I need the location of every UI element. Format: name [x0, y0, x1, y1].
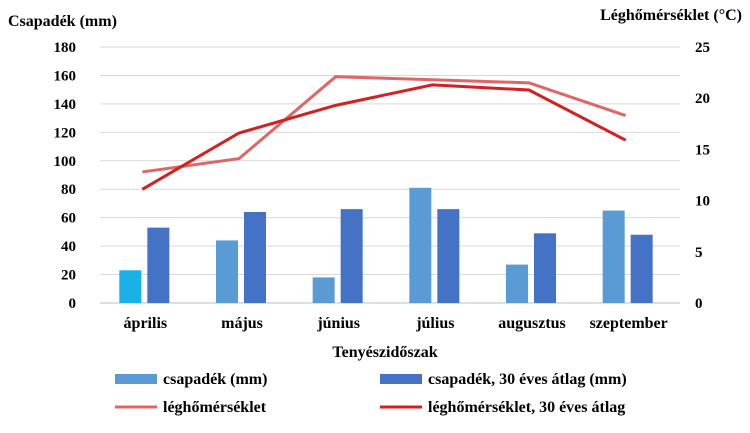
line-leghomerseklet — [142, 75, 627, 174]
right-tick-label: 5 — [695, 245, 703, 261]
right-tick-label: 0 — [695, 296, 703, 312]
right-tick-label: 10 — [695, 194, 710, 210]
bar-csapadek-atlag — [630, 234, 653, 303]
legend-swatch — [115, 374, 157, 384]
bar-csapadek-atlag — [147, 227, 170, 303]
x-tick-label: május — [221, 315, 263, 332]
bar-csapadek-atlag — [340, 209, 363, 303]
x-tick-label: szeptember — [590, 315, 668, 332]
left-tick-label: 180 — [54, 40, 77, 56]
right-tick-label: 15 — [695, 142, 710, 158]
legend-swatch — [380, 374, 422, 384]
right-tick-label: 25 — [695, 40, 710, 56]
left-axis-title: Csapadék (mm) — [8, 13, 117, 30]
bar-csapadek — [312, 277, 335, 303]
left-tick-label: 140 — [54, 97, 77, 113]
bar-csapadek-atlag — [437, 209, 460, 303]
x-tick-label: július — [415, 315, 454, 332]
legend-label: léghőmérséklet — [163, 399, 267, 416]
left-tick-label: 60 — [61, 211, 76, 227]
bar-csapadek-atlag — [534, 233, 556, 303]
left-tick-label: 100 — [54, 154, 77, 170]
x-tick-label: augusztus — [498, 315, 566, 332]
x-tick-label: április — [124, 315, 168, 332]
bar-csapadek-atlag — [244, 211, 266, 303]
bar-csapadek — [506, 264, 528, 303]
left-tick-label: 40 — [61, 239, 76, 255]
left-tick-label: 0 — [69, 296, 77, 312]
bar-csapadek — [119, 270, 142, 303]
right-axis-title: Léghőmérséklet (°C) — [600, 7, 742, 24]
left-tick-label: 80 — [61, 182, 76, 198]
legend-label: csapadék, 30 éves átlag (mm) — [428, 371, 627, 388]
right-tick-label: 20 — [695, 91, 710, 107]
x-tick-label: június — [316, 315, 360, 332]
left-tick-label: 120 — [54, 125, 77, 141]
bar-csapadek — [602, 210, 625, 303]
bar-csapadek — [409, 187, 432, 303]
line-leghomerseklet-atlag — [141, 83, 627, 191]
bar-csapadek — [216, 240, 238, 303]
left-tick-label: 160 — [54, 68, 77, 84]
left-tick-label: 20 — [61, 268, 76, 284]
legend-label: léghőmérséklet, 30 éves átlag — [428, 399, 625, 416]
x-axis-title: Tenyészidőszak — [332, 344, 437, 361]
legend-label: csapadék (mm) — [163, 371, 267, 388]
